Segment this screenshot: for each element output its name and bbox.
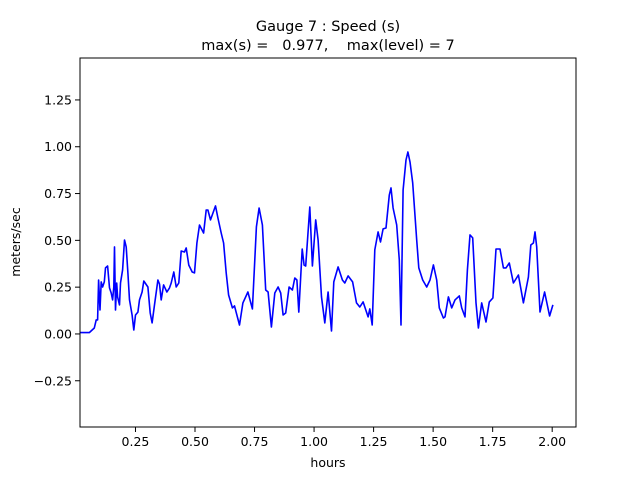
plot-background — [80, 58, 576, 427]
x-tick-label: 0.25 — [122, 434, 150, 449]
x-tick-label: 1.25 — [360, 434, 388, 449]
y-tick-label: −0.25 — [34, 373, 72, 388]
y-tick-label: 1.25 — [44, 92, 72, 107]
y-axis-ticks: −0.25 0.00 0.25 0.50 0.75 1.00 1.25 — [34, 92, 80, 388]
plot-frame — [79, 57, 577, 428]
chart-subtitle: max(s) = 0.977, max(level) = 7 — [201, 38, 455, 54]
y-axis-label: meters/sec — [8, 207, 23, 277]
x-tick-label: 2.00 — [538, 434, 566, 449]
speed-series-line — [80, 151, 554, 334]
y-tick-label: 0.00 — [44, 326, 72, 341]
x-tick-label: 1.00 — [300, 434, 328, 449]
x-axis-label: hours — [310, 455, 345, 470]
y-tick-label: 0.75 — [44, 186, 72, 201]
y-tick-label: 1.00 — [44, 139, 72, 154]
y-tick-label: 0.25 — [44, 280, 72, 295]
x-tick-label: 0.50 — [181, 434, 209, 449]
x-tick-label: 0.75 — [241, 434, 269, 449]
y-tick-label: 0.50 — [44, 233, 72, 248]
x-tick-label: 1.50 — [419, 434, 447, 449]
x-tick-label: 1.75 — [479, 434, 507, 449]
x-axis-ticks: 0.25 0.50 0.75 1.00 1.25 1.50 1.75 2.00 — [122, 427, 566, 449]
chart-title: Gauge 7 : Speed (s) — [256, 19, 400, 35]
